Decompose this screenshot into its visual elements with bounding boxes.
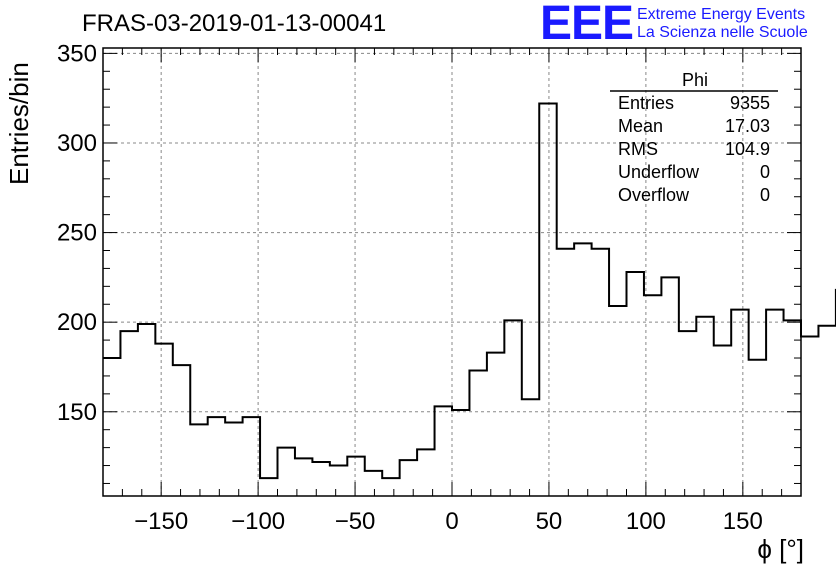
stats-key: RMS — [618, 139, 658, 159]
y-axis-label: Entries/bin — [4, 62, 34, 185]
stats-value: 9355 — [729, 93, 770, 113]
histogram-line — [103, 102, 836, 480]
stats-value: 17.03 — [724, 116, 770, 136]
stats-value: 0 — [759, 162, 770, 182]
x-tick-label: 50 — [536, 508, 563, 535]
stats-key: Entries — [618, 93, 675, 113]
stats-key: Mean — [618, 116, 664, 136]
y-axis-ticks: 150 200 250 300 350 — [57, 40, 801, 484]
eee-logo: EEE — [540, 0, 634, 50]
stats-key: Overflow — [618, 185, 690, 205]
y-tick-label: 350 — [57, 40, 97, 67]
grid-lines — [103, 48, 801, 496]
x-tick-label: 100 — [626, 508, 666, 535]
logo-line-2: La Scienza nelle Scuole — [637, 24, 808, 41]
stats-value: 0 — [759, 185, 770, 205]
y-tick-label: 300 — [57, 130, 97, 157]
x-tick-label: 150 — [723, 508, 763, 535]
x-tick-label: −100 — [231, 508, 285, 535]
y-tick-label: 200 — [57, 309, 97, 336]
logo-line-1: Extreme Energy Events — [637, 6, 806, 23]
stats-box-title: Phi — [681, 70, 708, 90]
x-tick-label: 0 — [445, 508, 458, 535]
y-tick-label: 150 — [57, 399, 97, 426]
x-tick-label: −50 — [335, 508, 376, 535]
stats-key: Underflow — [618, 162, 700, 182]
x-tick-label: −150 — [134, 508, 188, 535]
y-tick-label: 250 — [57, 220, 97, 247]
chart-title: FRAS-03-2019-01-13-00041 — [82, 10, 387, 37]
x-axis-label: ϕ [°] — [757, 534, 804, 564]
x-axis-ticks: −150 −100 −50 0 50 100 150 — [121, 48, 783, 535]
stats-value: 104.9 — [724, 139, 770, 159]
